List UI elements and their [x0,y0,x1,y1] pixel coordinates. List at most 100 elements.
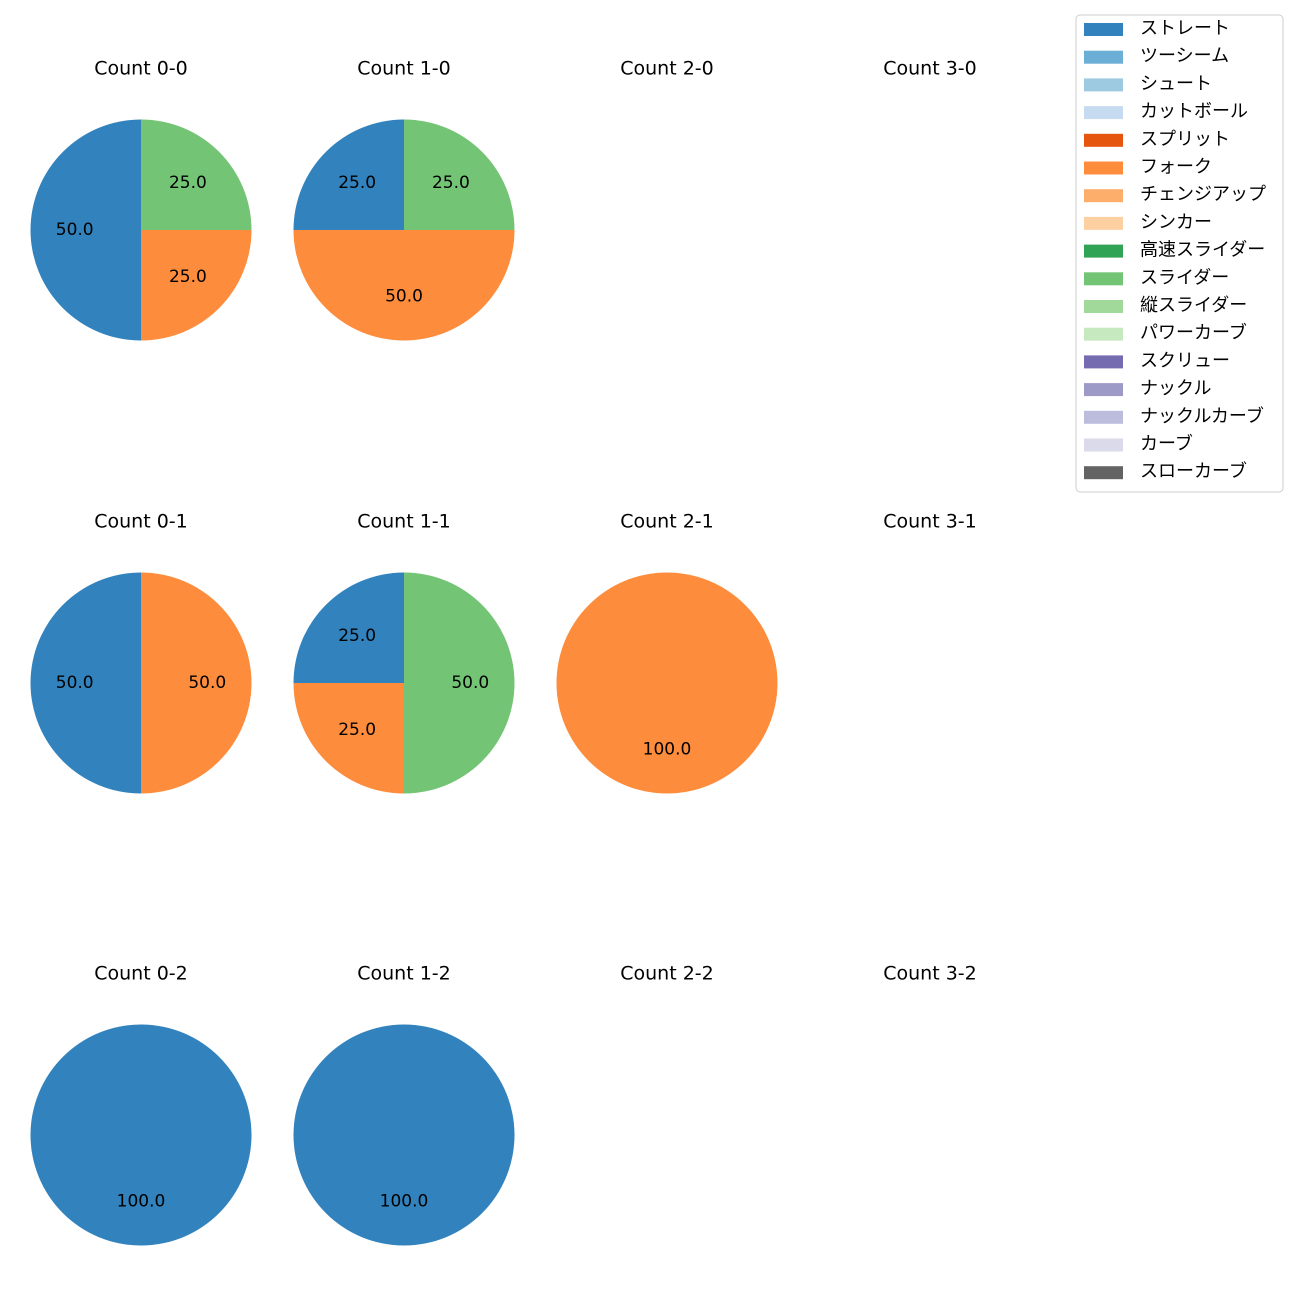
legend-item-カットボール: カットボール [1084,101,1248,122]
pie-panel-count-3-2: Count 3-2 [883,963,977,985]
pie-slice-スライダー [141,119,252,230]
legend-item-カーブ: カーブ [1084,433,1193,455]
slice-label: 50.0 [451,673,489,693]
legend-swatch [1084,355,1123,369]
pie-panels: Count 0-0 50.0 25.0 25.0 Count 1-0 25.0 50.0 25… [30,58,977,1246]
pie-panel-count-0-0: Count 0-0 50.0 25.0 25.0 [30,58,252,341]
slice-label: 50.0 [188,673,226,693]
legend-label: 縦スライダー [1140,295,1247,316]
pie-slice-スライダー [404,572,515,794]
legend-swatch [1084,133,1123,147]
legend-swatch [1084,78,1123,92]
legend-swatch [1084,438,1123,452]
panel-title: Count 0-0 [94,58,188,80]
pie-panel-count-2-0: Count 2-0 [620,58,714,80]
pie-slice-フォーク [556,572,778,794]
pie-slice-ストレート [293,572,404,683]
legend-label: ナックルカーブ [1140,405,1264,427]
panel-title: Count 2-0 [620,58,714,80]
legend-swatch [1084,300,1123,313]
pie-slice-フォーク [141,230,252,341]
legend-item-ツーシーム: ツーシーム [1084,46,1229,67]
legend-label: シンカー [1140,212,1212,233]
pie-slice-フォーク [141,572,252,794]
legend-swatch [1084,50,1123,64]
slice-label: 25.0 [338,626,376,646]
legend-item-縦スライダー: 縦スライダー [1084,295,1247,316]
panel-title: Count 0-1 [94,511,188,533]
pie-slice-ストレート [293,1024,515,1246]
slice-label: 25.0 [338,720,376,740]
legend-label: スプリット [1140,129,1230,150]
legend-item-チェンジアップ: チェンジアップ [1084,184,1266,205]
legend-item-ストレート: ストレート [1084,18,1230,39]
legend-label: カーブ [1140,433,1193,455]
legend-item-スローカーブ: スローカーブ [1084,460,1247,482]
legend-swatch [1084,410,1123,424]
slice-label: 25.0 [338,173,376,193]
panel-title: Count 3-0 [883,58,977,80]
slice-label: 25.0 [432,173,470,193]
legend-label: ストレート [1140,18,1230,39]
legend-item-高速スライダー: 高速スライダー [1084,240,1265,261]
pie-panel-count-1-2: Count 1-2 100.0 [293,963,515,1246]
pie-slice-ストレート [30,1024,252,1246]
pie-panel-count-0-1: Count 0-1 50.0 50.0 [30,511,252,794]
panel-title: Count 2-1 [620,511,714,533]
slice-label: 50.0 [385,286,423,306]
pie-slice-ストレート [30,572,142,794]
legend-swatch [1084,383,1123,397]
pie-panel-count-2-1: Count 2-1 100.0 [556,511,778,794]
pie-panel-count-2-2: Count 2-2 [620,963,714,985]
panel-title: Count 1-0 [357,58,451,80]
legend-label: パワーカーブ [1140,322,1247,344]
legend-label: シュート [1140,73,1212,94]
legend-label: フォーク [1140,157,1212,178]
legend-label: スライダー [1140,267,1229,288]
legend-swatch [1084,216,1123,230]
legend-swatch [1084,272,1123,286]
legend-item-シンカー: シンカー [1084,212,1212,233]
legend-label: 高速スライダー [1140,240,1265,261]
legend-swatch [1084,23,1123,36]
legend-item-シュート: シュート [1084,73,1212,94]
legend-label: チェンジアップ [1140,184,1266,205]
panel-title: Count 1-1 [357,511,451,533]
legend-item-スクリュー: スクリュー [1084,350,1230,371]
panel-title: Count 3-2 [883,963,977,985]
legend-swatch [1084,327,1123,341]
legend-item-スライダー: スライダー [1084,267,1229,288]
slice-label: 100.0 [117,1191,166,1211]
pie-panel-count-1-0: Count 1-0 25.0 50.0 25.0 [293,58,515,341]
legend: ストレートツーシームシュートカットボールスプリットフォークチェンジアップシンカー… [1075,14,1284,493]
legend-item-ナックル: ナックル [1084,378,1211,399]
legend-label: スクリュー [1140,350,1230,371]
legend-swatch [1084,106,1123,120]
legend-item-パワーカーブ: パワーカーブ [1084,322,1247,344]
legend-frame [1075,14,1284,493]
panel-title: Count 1-2 [357,963,451,985]
pie-slice-ストレート [30,119,142,341]
slice-label: 25.0 [169,267,207,287]
panel-title: Count 2-2 [620,963,714,985]
pie-panel-count-3-1: Count 3-1 [883,511,977,533]
pie-slice-ストレート [293,119,404,230]
pie-panel-count-3-0: Count 3-0 [883,58,977,80]
legend-swatch [1084,244,1123,258]
legend-items: ストレートツーシームシュートカットボールスプリットフォークチェンジアップシンカー… [1084,18,1266,482]
pie-slice-フォーク [293,230,515,341]
legend-label: カットボール [1140,101,1248,122]
legend-label: ツーシーム [1140,46,1229,67]
legend-label: ナックル [1140,378,1211,399]
legend-swatch [1084,161,1123,175]
pie-panel-count-1-1: Count 1-1 25.0 25.0 50.0 [293,511,515,794]
panel-title: Count 3-1 [883,511,977,533]
slice-label: 25.0 [169,173,207,193]
slice-label: 100.0 [643,739,692,759]
slice-label: 50.0 [56,673,94,693]
legend-item-ナックルカーブ: ナックルカーブ [1084,405,1264,427]
slice-label: 100.0 [380,1191,429,1211]
pie-panel-count-0-2: Count 0-2 100.0 [30,963,252,1246]
legend-item-フォーク: フォーク [1084,157,1212,178]
panel-title: Count 0-2 [94,963,188,985]
